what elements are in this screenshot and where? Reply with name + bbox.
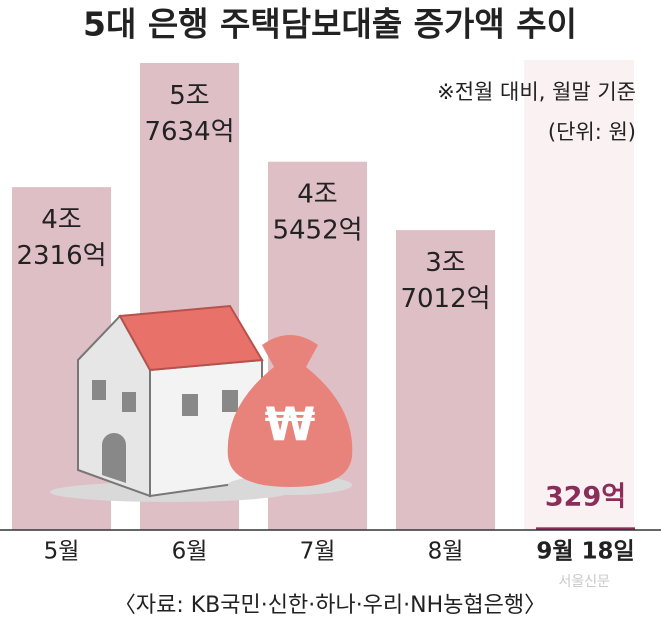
value-label: 329억: [545, 481, 626, 512]
value-label: 4조 2316억: [16, 205, 106, 271]
x-tick-label: 6월: [172, 539, 208, 565]
won-symbol: ₩: [265, 398, 316, 452]
value-label: 5조 7634억: [144, 81, 234, 147]
watermark: 서울신문: [558, 574, 610, 590]
unit-note: (단위: 원): [548, 120, 636, 144]
chart-title: 5대 은행 주택담보대출 증가액 추이: [83, 5, 577, 44]
subtitle: ※전월 대비, 월말 기준: [437, 80, 636, 104]
x-tick-label: 7월: [300, 539, 336, 565]
highlight-background: [524, 60, 634, 530]
money-bag-illustration: ₩: [227, 335, 353, 495]
bar: [536, 527, 635, 530]
x-tick-label: 9월 18일: [536, 539, 634, 565]
value-label: 3조 7012억: [400, 248, 490, 314]
x-tick-label: 5월: [44, 539, 80, 565]
value-label: 4조 5452억: [272, 179, 362, 245]
bar: [396, 230, 495, 530]
source-note: 〈자료: KB국민·신한·하나·우리·NH농협은행〉: [114, 593, 546, 618]
x-tick-label: 8월: [428, 539, 464, 565]
